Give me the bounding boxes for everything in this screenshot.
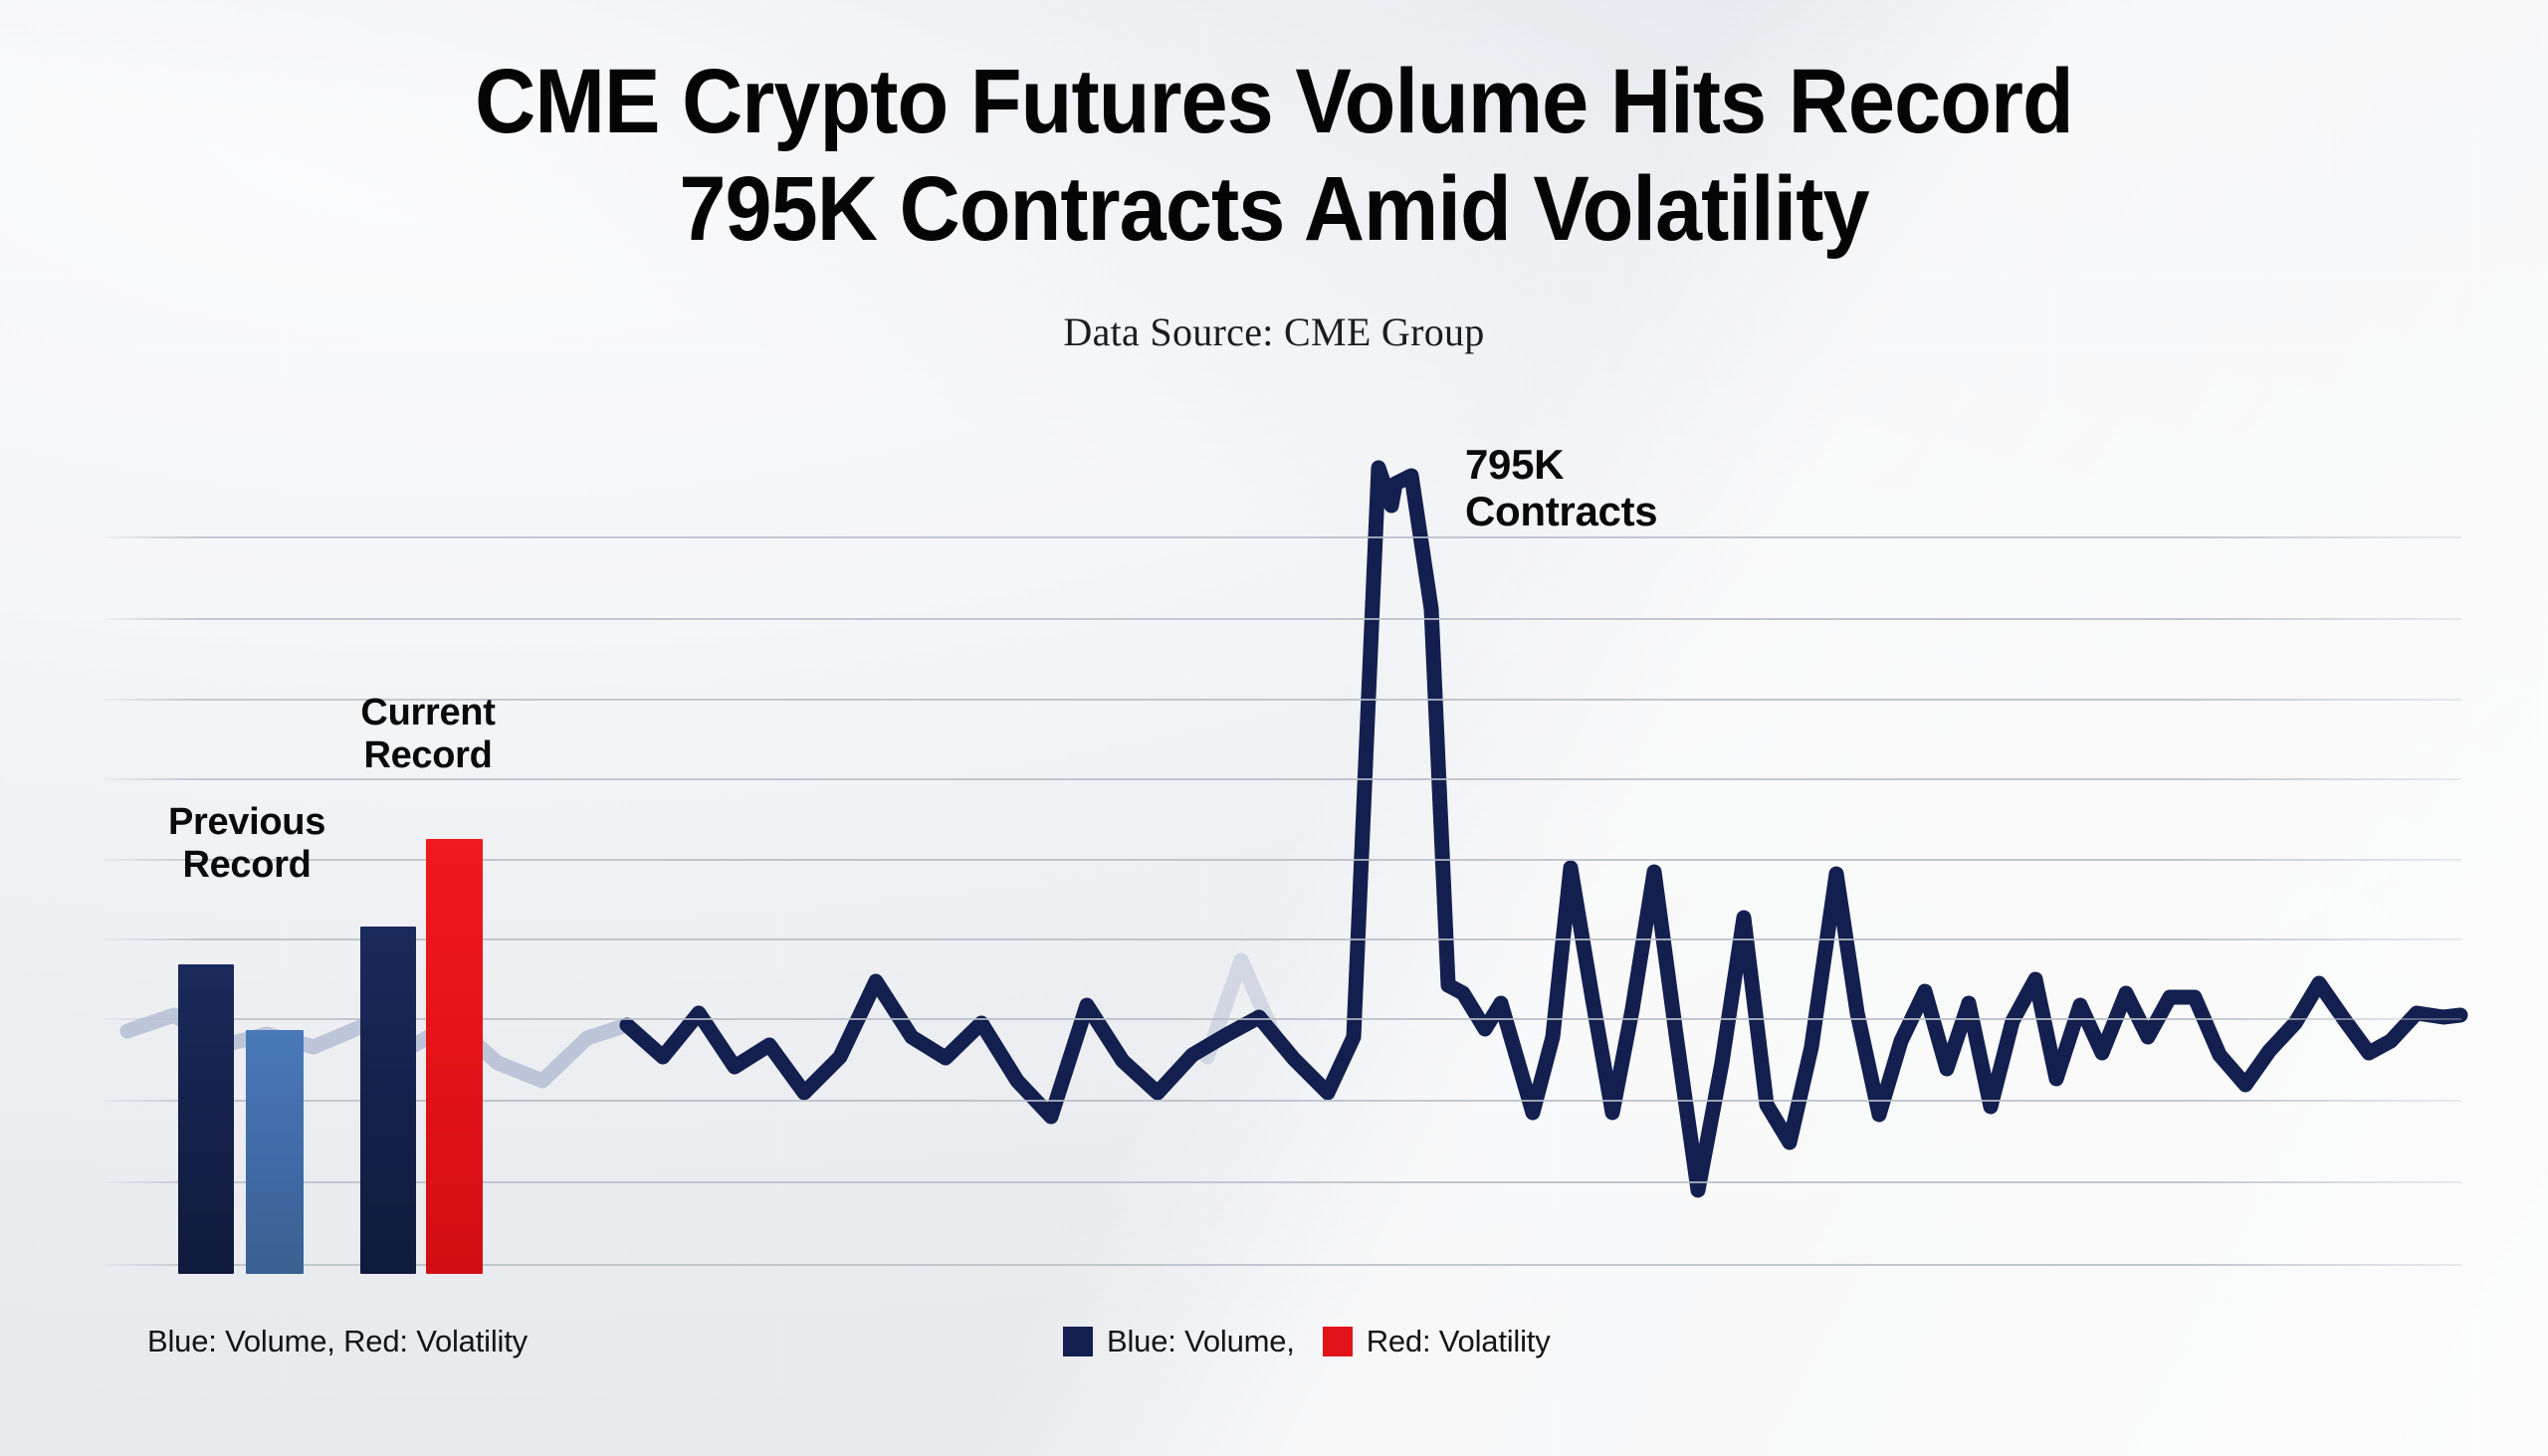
- gridline: [105, 699, 2461, 701]
- annotation-previous-record: Previous Record: [117, 801, 376, 886]
- gridline: [105, 1018, 2461, 1020]
- bar-current-record[interactable]: [426, 839, 483, 1274]
- data-source-label: Data Source: CME Group: [1063, 310, 1485, 354]
- title-line-2: 795K Contracts Amid Volatility: [679, 158, 1869, 260]
- annotation-peak-line2: Contracts: [1465, 488, 1658, 535]
- gridline: [105, 859, 2461, 861]
- bar-recent-volume[interactable]: [360, 927, 416, 1274]
- gridline: [105, 618, 2461, 620]
- bar-group: [105, 498, 702, 1274]
- gridline: [105, 536, 2461, 538]
- annotation-peak-value: 795K Contracts: [1465, 441, 1804, 534]
- gridline: [105, 778, 2461, 780]
- bar-secondary-volume[interactable]: [246, 1030, 304, 1274]
- annotation-current-record-line1: Current: [360, 692, 496, 733]
- gridline: [105, 1100, 2461, 1102]
- annotation-peak-line1: 795K: [1465, 441, 1565, 488]
- legend-label-volume: Blue: Volume,: [1107, 1324, 1295, 1358]
- title-line-1: CME Crypto Futures Volume Hits Record: [475, 51, 2074, 152]
- ghost-line-mid: [1199, 952, 1282, 1065]
- plot-area: [105, 498, 2461, 1266]
- gridline: [105, 1181, 2461, 1183]
- legend-swatch-volume-icon: [1063, 1327, 1093, 1356]
- annotation-previous-record-line2: Record: [182, 843, 312, 886]
- gridline: [105, 1264, 2461, 1266]
- legend-swatch-volatility-icon: [1322, 1327, 1353, 1356]
- legend-label-volatility: Red: Volatility: [1366, 1324, 1551, 1358]
- bar-previous-record[interactable]: [178, 964, 234, 1274]
- page-title: CME Crypto Futures Volume Hits Record 79…: [0, 48, 2548, 263]
- annotation-current-record-line2: Record: [363, 733, 493, 776]
- gridline: [105, 938, 2461, 940]
- annotation-current-record: Current Record: [299, 692, 557, 776]
- legend-left-caption: Blue: Volume, Red: Volatility: [147, 1324, 528, 1358]
- volume-line: [619, 460, 2468, 1198]
- annotation-previous-record-line1: Previous: [167, 801, 326, 843]
- legend: Blue: Volume, Red: Volatility: [1063, 1324, 1551, 1359]
